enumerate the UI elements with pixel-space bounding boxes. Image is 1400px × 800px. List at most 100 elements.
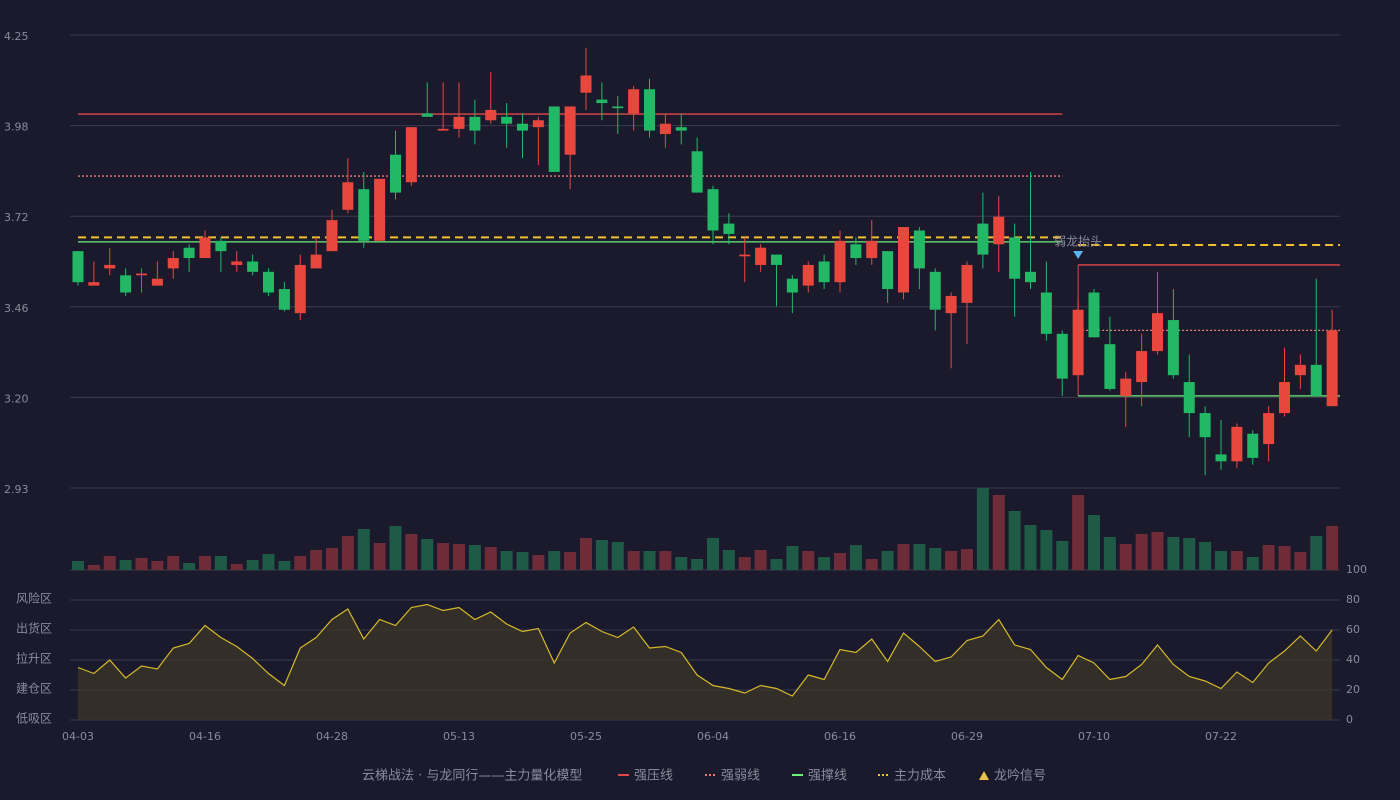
- x-tick-label: 05-25: [570, 730, 602, 743]
- candle-body: [405, 127, 417, 183]
- candle-body: [755, 247, 767, 265]
- volume-bar: [1056, 541, 1069, 570]
- volume-bar: [611, 542, 624, 570]
- candle-body: [993, 216, 1005, 245]
- volume-bar: [214, 556, 227, 570]
- volume-bar: [1262, 545, 1275, 570]
- candle-body: [1215, 454, 1227, 462]
- volume-bar: [1024, 525, 1037, 570]
- candle-body: [707, 189, 719, 231]
- volume-bar: [564, 552, 577, 570]
- volume-bar: [834, 553, 846, 570]
- legend: 云梯战法 · 与龙同行——主力量化模型 强压线 强弱线 强撑线 主力成本 龙吟信号: [362, 768, 1046, 784]
- volume-bar: [262, 554, 275, 570]
- volume-bar: [1278, 546, 1291, 570]
- candle-body: [532, 120, 544, 128]
- candle-body: [834, 240, 846, 283]
- candle-body: [72, 251, 84, 283]
- candle-body: [1199, 413, 1211, 438]
- candle-body: [485, 109, 497, 121]
- candle-body: [675, 127, 687, 131]
- volume-bar: [1183, 538, 1196, 570]
- volume-bar: [913, 544, 926, 570]
- volume-bar: [1151, 532, 1164, 570]
- volume-bar: [786, 546, 799, 570]
- volume-bar: [738, 557, 751, 570]
- volume-bar: [246, 560, 259, 570]
- candle-body: [1104, 344, 1116, 389]
- candle-body: [1025, 271, 1036, 283]
- osc-area: [78, 604, 1333, 720]
- volume-bar: [532, 555, 545, 570]
- candle-body: [501, 116, 513, 124]
- candle-body: [580, 75, 592, 93]
- volume-bar: [1215, 551, 1227, 570]
- candle-body: [961, 264, 973, 303]
- candle-body: [421, 113, 433, 117]
- x-tick-label: 07-22: [1205, 730, 1237, 743]
- volume-bar: [945, 551, 958, 570]
- zone-label: 建仓区: [16, 682, 52, 696]
- volume-bar: [326, 548, 338, 570]
- candle-body: [104, 264, 116, 269]
- volume-bar: [849, 545, 862, 570]
- x-tick-label: 04-03: [62, 730, 94, 743]
- candle-body: [183, 247, 195, 259]
- volume-bar: [1135, 534, 1148, 570]
- candle-body: [1231, 426, 1243, 462]
- osc-tick-label: 60: [1346, 623, 1360, 636]
- volume-bar: [881, 551, 894, 570]
- candle-body: [644, 89, 655, 131]
- volume-bar: [818, 557, 831, 570]
- x-tick-label: 04-16: [189, 730, 221, 743]
- candle-body: [612, 106, 624, 109]
- candle-body: [390, 154, 401, 193]
- volume-bar: [1167, 537, 1180, 570]
- volume-bar: [1199, 542, 1212, 570]
- x-tick-label: 04-28: [316, 730, 348, 743]
- volume-bar: [1230, 551, 1243, 570]
- candle-body: [199, 237, 211, 259]
- candle-body: [898, 227, 909, 293]
- y-tick-label: 3.98: [4, 121, 29, 134]
- candle-body: [1326, 330, 1338, 407]
- x-tick-label: 07-10: [1078, 730, 1110, 743]
- candle-body: [1294, 364, 1306, 376]
- candle-body: [977, 223, 989, 255]
- legend-label: 主力成本: [894, 769, 946, 784]
- volume-bar: [722, 550, 735, 570]
- candle-body: [850, 244, 862, 259]
- volume-bar: [1326, 526, 1339, 570]
- volume-bar: [1294, 552, 1307, 570]
- candle-body: [1072, 309, 1084, 376]
- volume-bar: [183, 563, 196, 570]
- zone-label: 拉升区: [16, 651, 52, 666]
- volume-bar: [151, 561, 164, 570]
- candle-body: [628, 89, 640, 114]
- volume-bar: [230, 564, 243, 570]
- candle-body: [437, 128, 449, 131]
- y-tick-label: 2.93: [4, 483, 29, 496]
- volume-bar: [421, 539, 434, 570]
- candle-body: [1056, 333, 1068, 379]
- candle-body: [723, 223, 735, 234]
- volume-bar: [595, 540, 608, 570]
- candle-body: [1183, 382, 1195, 414]
- candle-body: [1009, 237, 1021, 279]
- zone-label: 出货区: [16, 621, 52, 636]
- osc-tick-label: 0: [1346, 713, 1353, 726]
- volume-bar: [341, 536, 354, 570]
- y-tick-label: 3.20: [4, 392, 29, 405]
- candle-body: [882, 251, 894, 290]
- candle-body: [1120, 378, 1132, 396]
- volume-bar: [278, 561, 291, 570]
- candle-body: [342, 182, 354, 210]
- candle-body: [771, 254, 782, 265]
- volume-bar: [691, 559, 704, 570]
- candle-body: [294, 264, 306, 314]
- volume-bar: [135, 558, 148, 570]
- volume-bar: [1310, 536, 1323, 570]
- candle-body: [247, 261, 259, 272]
- candle-body: [802, 264, 814, 286]
- volume-bar: [405, 534, 418, 570]
